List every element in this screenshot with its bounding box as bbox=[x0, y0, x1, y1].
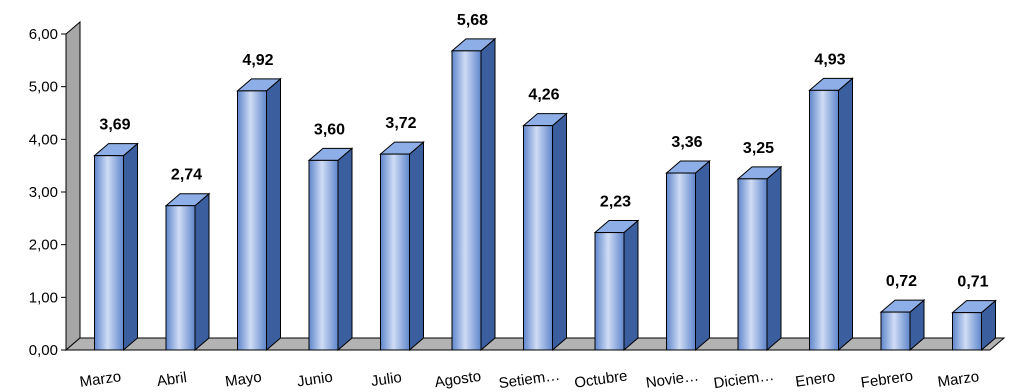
bar-side bbox=[766, 165, 782, 352]
x-tick-label: Mayo bbox=[224, 369, 263, 391]
chart-side-wall bbox=[65, 20, 81, 352]
y-tick-label: 5,00 bbox=[29, 79, 58, 96]
y-tick-label: 4,00 bbox=[29, 131, 58, 148]
bar-front bbox=[308, 159, 339, 351]
data-label: 4,93 bbox=[814, 51, 845, 68]
data-label: 0,71 bbox=[957, 274, 988, 291]
bar-side bbox=[409, 140, 424, 352]
data-label: 0,72 bbox=[886, 273, 917, 290]
x-tick-label: Junio bbox=[296, 369, 334, 391]
data-label: 3,25 bbox=[743, 140, 774, 157]
data-label: 3,69 bbox=[99, 117, 130, 134]
x-tick-label: Diciem… bbox=[713, 367, 776, 392]
x-tick-label: Marzo bbox=[79, 368, 123, 391]
bar-side bbox=[552, 112, 567, 352]
bar-front bbox=[380, 153, 410, 351]
bar-side bbox=[337, 147, 353, 352]
data-label: 4,26 bbox=[528, 87, 559, 104]
bar-front bbox=[94, 155, 124, 351]
bar-front bbox=[237, 90, 267, 351]
bar bbox=[736, 165, 783, 352]
bar-side bbox=[838, 77, 853, 352]
y-tick-label: 6,00 bbox=[29, 26, 58, 43]
bar-side bbox=[266, 77, 281, 352]
bar-side bbox=[194, 192, 210, 352]
x-tick-label: Agosto bbox=[434, 368, 483, 391]
bar bbox=[951, 299, 997, 352]
bar-side bbox=[695, 159, 710, 352]
data-label: 4,92 bbox=[242, 52, 273, 69]
data-label: 2,23 bbox=[600, 194, 631, 211]
bar-front bbox=[952, 312, 982, 351]
data-label: 3,72 bbox=[385, 115, 416, 132]
bar-front bbox=[809, 89, 839, 351]
bar bbox=[450, 37, 497, 352]
bar bbox=[665, 159, 711, 352]
bar bbox=[879, 298, 926, 352]
bar-front bbox=[880, 311, 911, 351]
bar-front bbox=[594, 232, 625, 351]
x-tick-label: Abril bbox=[156, 369, 188, 390]
data-label: 5,68 bbox=[457, 12, 488, 29]
bar bbox=[307, 147, 354, 352]
bar bbox=[808, 77, 854, 352]
bar-front bbox=[165, 205, 196, 351]
data-label: 3,36 bbox=[671, 134, 702, 151]
bar-front bbox=[737, 178, 768, 351]
bar bbox=[236, 77, 282, 352]
bars bbox=[93, 37, 997, 352]
data-label: 3,60 bbox=[314, 121, 345, 138]
bar bbox=[593, 219, 640, 352]
bar bbox=[93, 142, 139, 352]
labels: 3,69 Marzo 2,74 Abril 4,92 Mayo 3,60 Junio 3,72 J… bbox=[79, 12, 989, 392]
x-tick-label: Novie… bbox=[645, 367, 700, 391]
bar-front bbox=[451, 50, 482, 351]
bar bbox=[379, 140, 425, 352]
y-tick-label: 2,00 bbox=[29, 237, 58, 254]
bar-side bbox=[480, 37, 496, 352]
y-tick-label: 0,00 bbox=[29, 342, 58, 359]
x-tick-label: Enero bbox=[794, 368, 836, 390]
data-label: 2,74 bbox=[171, 167, 202, 184]
bar-front bbox=[523, 125, 553, 351]
y-tick-label: 3,00 bbox=[29, 184, 58, 201]
bar bbox=[164, 192, 211, 352]
bar-side bbox=[623, 219, 639, 352]
x-tick-label: Marzo bbox=[937, 368, 981, 391]
x-tick-label: Febrero bbox=[860, 367, 914, 391]
bar-side bbox=[123, 142, 138, 352]
x-tick-label: Octubre bbox=[573, 367, 628, 391]
x-tick-label: Julio bbox=[370, 369, 403, 390]
bar-front bbox=[666, 172, 696, 351]
x-tick-label: Setiem… bbox=[498, 367, 561, 392]
y-tick-label: 1,00 bbox=[29, 289, 58, 306]
bar bbox=[522, 112, 568, 352]
